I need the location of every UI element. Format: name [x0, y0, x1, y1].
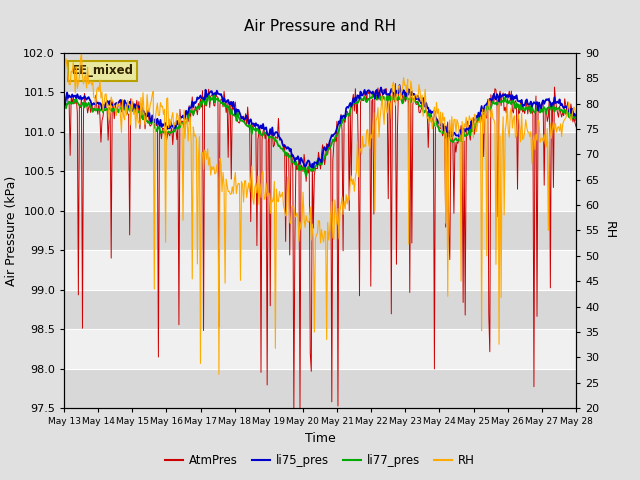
Bar — [64, 289, 576, 329]
Text: Air Pressure and RH: Air Pressure and RH — [244, 19, 396, 34]
Y-axis label: RH: RH — [603, 221, 616, 240]
Text: EE_mixed: EE_mixed — [72, 64, 134, 77]
Y-axis label: Air Pressure (kPa): Air Pressure (kPa) — [4, 175, 18, 286]
Legend: AtmPres, li75_pres, li77_pres, RH: AtmPres, li75_pres, li77_pres, RH — [161, 449, 479, 472]
Bar — [64, 369, 576, 408]
Bar — [64, 53, 576, 92]
Bar — [64, 211, 576, 250]
X-axis label: Time: Time — [305, 432, 335, 444]
Bar — [64, 132, 576, 171]
